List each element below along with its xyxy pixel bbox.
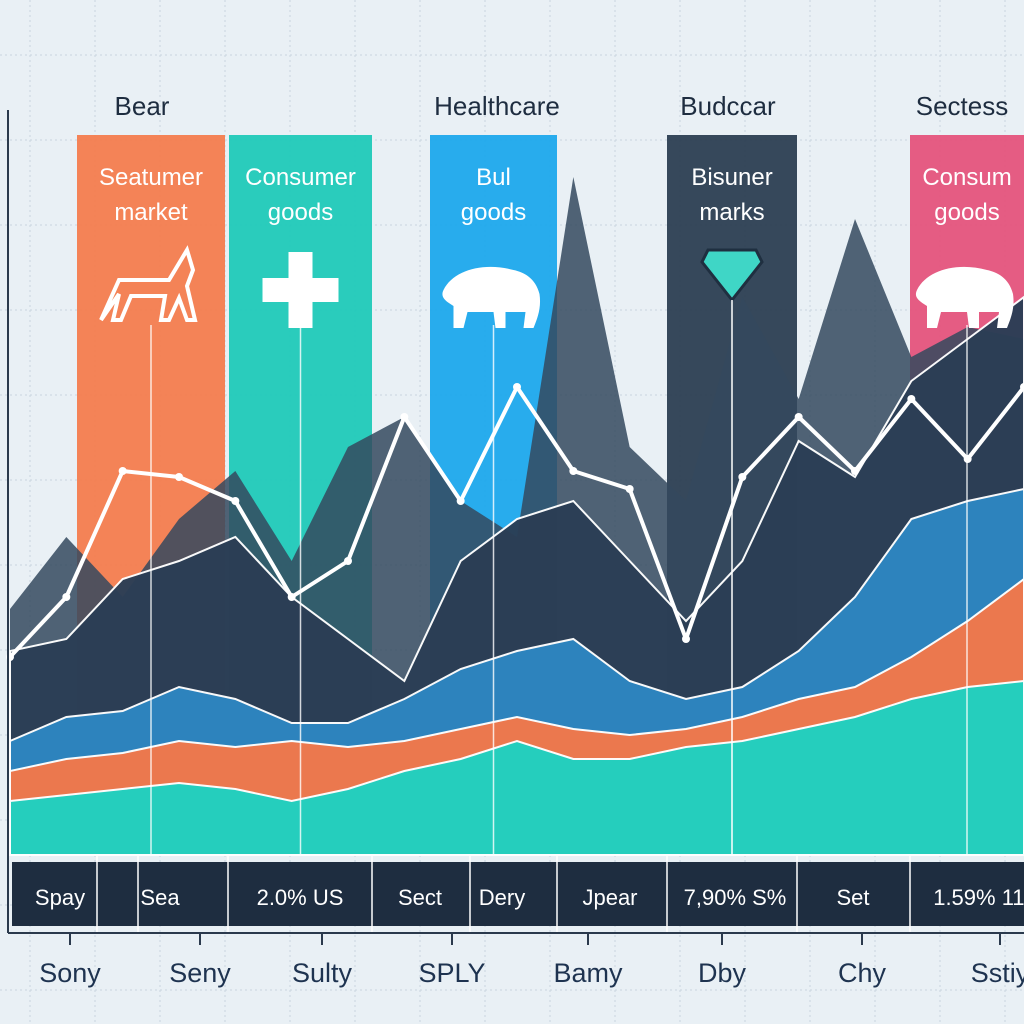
bear-icon: [442, 266, 541, 328]
top-label: Budccar: [680, 91, 776, 121]
data-point: [344, 557, 352, 565]
x-tick-label: Dby: [698, 958, 747, 988]
data-point: [175, 473, 183, 481]
x-tick-label: Sstiy: [971, 958, 1024, 988]
label-strip: [12, 862, 1024, 926]
strip-label: Spay: [35, 885, 85, 910]
top-label: Healthcare: [434, 91, 560, 121]
data-point: [794, 413, 803, 421]
x-tick-labels: Sony Seny Sulty SPLY Bamy Dby Chy Sstiy: [39, 933, 1024, 988]
data-point: [400, 413, 409, 421]
data-point: [1020, 383, 1024, 391]
data-point: [625, 485, 634, 493]
x-tick-label: Chy: [838, 958, 887, 988]
x-tick-label: Sony: [39, 958, 101, 988]
x-tick-label: SPLY: [418, 958, 485, 988]
top-label: Bear: [115, 91, 170, 121]
strip-label: Dery: [479, 885, 525, 910]
panel-label: goods: [934, 199, 999, 226]
panel-label: marks: [699, 199, 764, 226]
strip-label: 1.59% 112: [933, 885, 1024, 910]
panel-label: Bisuner: [691, 164, 772, 191]
panel-label: Consum: [922, 164, 1011, 191]
data-point: [513, 383, 521, 391]
panel-label: Bul: [476, 164, 511, 191]
data-point: [682, 635, 690, 643]
fox-icon: [99, 245, 198, 322]
panel-label: Seatumer: [99, 164, 203, 191]
strip-label: Set: [836, 885, 869, 910]
x-tick-label: Sulty: [292, 958, 353, 988]
strip-label: Jpear: [582, 885, 637, 910]
cross-icon: [262, 252, 339, 328]
data-point: [851, 467, 859, 475]
x-tick-label: Bamy: [553, 958, 623, 988]
data-point: [456, 497, 465, 505]
strip-label: 2.0% US: [257, 885, 344, 910]
data-point: [738, 473, 747, 481]
panel-label: market: [114, 199, 188, 226]
strip-labels: Spay Sea 2.0% US Sect Dery Jpear 7,90% S% Set 1.…: [35, 855, 1024, 933]
diamond-icon: [700, 248, 764, 303]
strip-label: 7,90% S%: [684, 885, 787, 910]
strip-label: Sect: [398, 885, 442, 910]
bear-icon: [915, 266, 1014, 328]
x-tick-label: Seny: [169, 958, 231, 988]
data-point: [907, 395, 916, 403]
top-label: Sectess: [916, 91, 1009, 121]
data-point: [231, 497, 240, 505]
panel-label: goods: [461, 199, 526, 226]
panel-label: goods: [268, 199, 333, 226]
data-point: [569, 467, 578, 475]
panel-labels: Seatumer market Consumer goods Bul goods Bisun…: [99, 164, 1014, 855]
panel-label: Consumer: [245, 164, 356, 191]
data-point: [118, 467, 127, 475]
top-labels: Bear Healthcare Budccar Sectess: [115, 91, 1009, 121]
series: [6, 177, 1024, 856]
strip-label: Sea: [140, 885, 180, 910]
data-point: [287, 593, 296, 601]
data-point: [62, 593, 71, 601]
